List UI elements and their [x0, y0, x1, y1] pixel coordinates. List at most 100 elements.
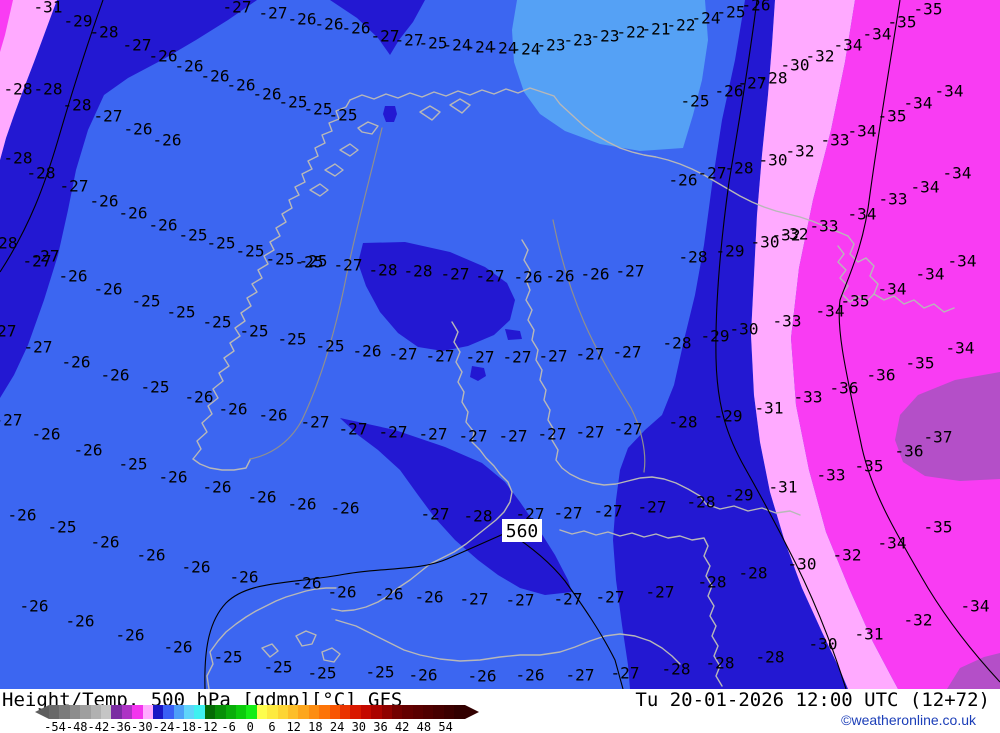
temp-label: -27: [23, 252, 52, 271]
temp-label: -29: [64, 12, 93, 31]
coastline-south-baltic-coast: [335, 619, 681, 665]
temp-label: -21: [642, 20, 671, 39]
temp-label: -27: [539, 347, 568, 366]
temp-label: -27: [301, 413, 330, 432]
temp-label: -27: [259, 4, 288, 23]
temp-label: -27: [646, 583, 675, 602]
temp-label: -34: [948, 252, 977, 271]
temp-label: -26: [185, 388, 214, 407]
temp-label: -28: [759, 69, 788, 88]
temp-label: -22: [617, 23, 646, 42]
temp-label: -26: [415, 588, 444, 607]
temp-label: -26: [253, 85, 282, 104]
coastline-denmark-coast: [206, 587, 341, 689]
temp-label: -28: [4, 80, 33, 99]
temp-label: -31: [855, 625, 884, 644]
temp-label: -31: [769, 478, 798, 497]
temp-label: -24: [489, 39, 518, 58]
temp-label: -24: [466, 38, 495, 57]
temp-label: -29: [725, 486, 754, 505]
legend-arrow-left: [35, 705, 49, 719]
temp-label: -28: [706, 654, 735, 673]
temp-label: -30: [759, 151, 788, 170]
temp-label: -26: [74, 441, 103, 460]
legend-color-cell: [215, 705, 226, 719]
temp-label: -25: [299, 252, 328, 271]
temp-label: -34: [816, 302, 845, 321]
temp-label: -26: [293, 574, 322, 593]
legend-color-cell: [69, 705, 81, 719]
temp-label: -27: [554, 504, 583, 523]
legend-color-cell: [433, 705, 444, 719]
temp-label: -35: [888, 13, 917, 32]
temp-label: -28: [63, 96, 92, 115]
legend-tick: -18: [174, 720, 197, 733]
height-contour-east-2: [838, 0, 1000, 683]
temp-label: -26: [90, 192, 119, 211]
legend-arrow-right: [464, 705, 479, 719]
temp-label: -30: [730, 320, 759, 339]
legend-tick: -48: [65, 720, 88, 733]
footer-bar: Height/Temp. 500 hPa [gdmp][°C] GFS Tu 2…: [0, 689, 1000, 733]
temp-label: -27: [698, 164, 727, 183]
temp-label: -26: [468, 667, 497, 686]
legend-tick: 42: [394, 720, 410, 733]
temp-label: -25: [681, 92, 710, 111]
legend-color-cell: [59, 705, 70, 719]
legend-color-cell: [277, 705, 288, 719]
legend-color-cell: [225, 705, 237, 719]
region-navy-south-sweden: [340, 418, 572, 595]
temp-label: -26: [149, 47, 178, 66]
region-navy-spot-b: [505, 329, 522, 340]
temp-label: -25: [717, 3, 746, 22]
temp-label: -27: [395, 31, 424, 50]
temp-label: -25: [236, 242, 265, 261]
legend-tick: 6: [268, 720, 276, 733]
coastline-kola-white-sea-coast: [837, 235, 955, 313]
legend-tick: -30: [130, 720, 153, 733]
temp-label: -26: [742, 0, 771, 15]
legend-color-cell: [49, 705, 60, 719]
legend-color-cell: [236, 705, 247, 719]
temp-label: -37: [924, 428, 953, 447]
temperature-legend: [35, 705, 479, 719]
legend-tick: -36: [109, 720, 131, 733]
temp-label: -27: [441, 265, 470, 284]
temp-label: -27: [24, 338, 53, 357]
temp-label: -27: [31, 247, 60, 266]
legend-tick: -12: [196, 720, 218, 733]
coastline-finland-west-south-coast: [521, 239, 707, 505]
temp-label: -28: [662, 660, 691, 679]
temp-label: -32: [833, 546, 862, 565]
temp-label: -26: [715, 82, 744, 101]
temp-label: -25: [141, 378, 170, 397]
temp-label: -34: [848, 205, 877, 224]
height-contour-nw: [0, 0, 104, 273]
legend-tick: -6: [221, 720, 236, 733]
temp-label: -28: [90, 23, 119, 42]
temp-label: -26: [32, 425, 61, 444]
temp-label: -26: [409, 666, 438, 685]
legend-color-cell: [152, 705, 164, 719]
temp-label: -27: [460, 590, 489, 609]
temp-label: -27: [371, 27, 400, 46]
temp-label: -25: [308, 664, 337, 683]
temp-label: -34: [946, 339, 975, 358]
temp-label: -25: [419, 34, 448, 53]
temp-label: -25: [240, 322, 269, 341]
temp-label: -27: [616, 262, 645, 281]
temp-label: -25: [132, 292, 161, 311]
coastline-estonia-baltic-coast: [559, 529, 723, 687]
temp-label: -27: [0, 411, 22, 430]
region-purple-east-mid: [895, 372, 1000, 481]
region-magenta-east: [791, 0, 1000, 689]
copyright-link[interactable]: ©weatheronline.co.uk: [841, 712, 976, 728]
temp-label: -26: [182, 558, 211, 577]
temp-label: -32: [772, 226, 801, 245]
legend-color-cell: [256, 705, 268, 719]
temp-label: -28: [27, 164, 56, 183]
temp-label: -25: [329, 106, 358, 125]
temp-label: -26: [514, 268, 543, 287]
height-label-box: [502, 519, 542, 542]
temp-label: -34: [904, 94, 933, 113]
